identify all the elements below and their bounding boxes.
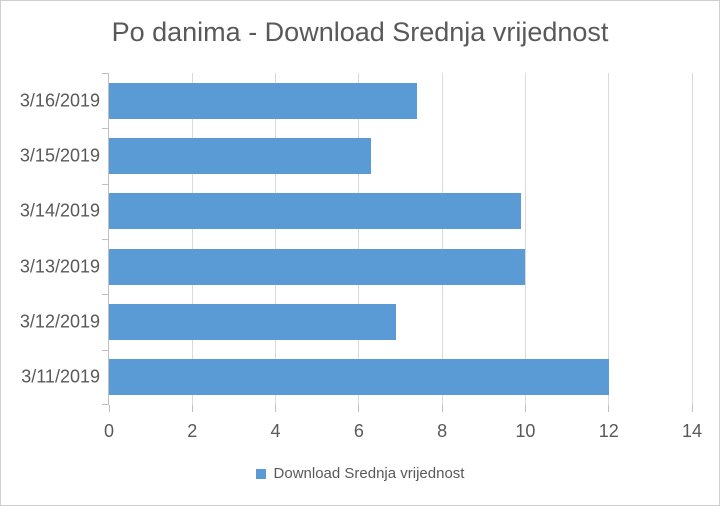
- bar-3/16/2019[interactable]: [109, 82, 418, 119]
- x-axis-label: 10: [515, 421, 536, 441]
- bar-3/13/2019[interactable]: [109, 248, 526, 285]
- bar-3/12/2019[interactable]: [109, 304, 397, 340]
- y-axis-label: 3/13/2019: [19, 256, 100, 277]
- bar-3/14/2019[interactable]: [109, 193, 522, 230]
- legend-label: Download Srednja vrijednost: [273, 465, 465, 482]
- x-axis-tick: [358, 405, 360, 412]
- y-axis-tick: [102, 73, 108, 74]
- y-axis-label: 3/15/2019: [19, 145, 100, 166]
- y-axis-label: 3/14/2019: [19, 200, 100, 221]
- legend[interactable]: Download Srednja vrijednost: [1, 465, 719, 482]
- y-axis-tick: [102, 404, 108, 405]
- x-axis-label: 14: [681, 421, 703, 441]
- plot-area: 0 2 4 6 8 10 12 14 3/16/2019 3/15/2019 3/14/2019 3/…: [20, 73, 702, 441]
- gridline: [524, 73, 526, 405]
- y-axis-label: 3/16/2019: [19, 90, 100, 111]
- x-axis-tick: [524, 405, 526, 412]
- y-axis-tick: [102, 128, 108, 129]
- y-axis-tick: [102, 184, 108, 185]
- legend-marker-icon: [255, 469, 266, 479]
- gridline: [441, 73, 443, 405]
- gridline: [691, 73, 693, 405]
- chart-title: Po danima - Download Srednja vrijednost: [111, 17, 609, 47]
- x-axis-label: 6: [353, 421, 364, 441]
- x-axis-label: 4: [270, 421, 281, 441]
- x-axis-label: 12: [598, 421, 619, 441]
- x-axis-tick: [691, 405, 693, 412]
- gridline: [191, 73, 193, 405]
- y-axis-label: 3/11/2019: [21, 366, 100, 387]
- x-axis-tick: [108, 405, 110, 412]
- y-axis-label: 3/12/2019: [19, 311, 100, 332]
- y-axis-tick: [102, 350, 108, 351]
- x-axis-tick: [608, 405, 610, 412]
- x-axis-label: 0: [103, 421, 115, 441]
- y-axis-tick: [102, 294, 108, 295]
- gridline: [608, 73, 610, 405]
- x-axis-label: 2: [187, 421, 198, 441]
- gridline: [358, 73, 360, 405]
- y-axis-tick: [102, 239, 108, 240]
- x-axis-label: 8: [437, 421, 448, 441]
- x-axis-tick: [441, 405, 443, 412]
- gridline: [275, 73, 277, 405]
- x-axis-tick: [191, 405, 193, 412]
- bar-3/15/2019[interactable]: [109, 138, 372, 174]
- x-axis-tick: [275, 405, 277, 412]
- bar-3/11/2019[interactable]: [109, 359, 609, 396]
